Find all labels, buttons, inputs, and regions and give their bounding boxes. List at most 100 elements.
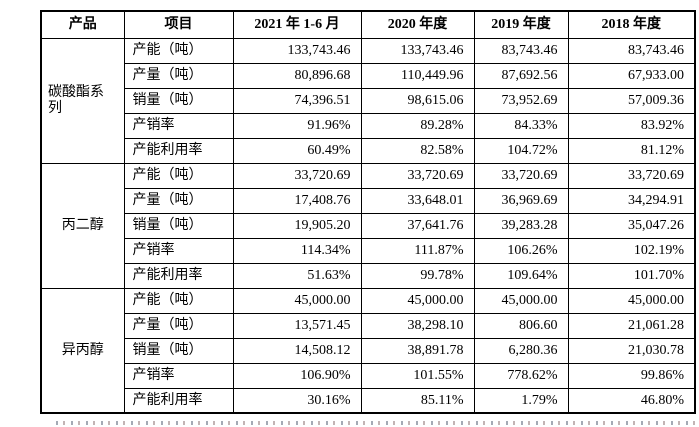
item-cell: 产销率 xyxy=(123,112,234,139)
item-cell: 产能利用率 xyxy=(123,387,234,414)
item-cell: 销量（吨） xyxy=(123,87,234,114)
value-cell: 73,952.69 xyxy=(473,87,569,114)
value-cell: 35,047.26 xyxy=(567,212,696,239)
value-cell: 83.92% xyxy=(567,112,696,139)
value-cell: 114.34% xyxy=(232,237,362,264)
item-cell: 产能利用率 xyxy=(123,262,234,289)
value-cell: 57,009.36 xyxy=(567,87,696,114)
value-cell: 99.86% xyxy=(567,362,696,389)
value-cell: 106.26% xyxy=(473,237,569,264)
table-row: 产量（吨） 13,571.45 38,298.10 806.60 21,061.28 xyxy=(41,312,696,339)
value-cell: 806.60 xyxy=(473,312,569,339)
header-row: 产品 项目 2021 年 1-6 月 2020 年度 2019 年度 2018 … xyxy=(40,10,696,39)
value-cell: 111.87% xyxy=(360,237,475,264)
header-product: 产品 xyxy=(40,10,125,39)
value-cell: 106.90% xyxy=(232,362,362,389)
value-cell: 91.96% xyxy=(232,112,362,139)
value-cell: 133,743.46 xyxy=(232,37,362,64)
value-cell: 33,720.69 xyxy=(232,162,362,189)
value-cell: 37,641.76 xyxy=(360,212,475,239)
value-cell: 21,061.28 xyxy=(567,312,696,339)
value-cell: 45,000.00 xyxy=(360,287,475,314)
value-cell: 33,720.69 xyxy=(567,162,696,189)
value-cell: 45,000.00 xyxy=(232,287,362,314)
value-cell: 83,743.46 xyxy=(567,37,696,64)
value-cell: 83,743.46 xyxy=(473,37,569,64)
value-cell: 82.58% xyxy=(360,137,475,164)
item-cell: 产量（吨） xyxy=(123,187,234,214)
value-cell: 14,508.12 xyxy=(232,337,362,364)
table-row: 销量（吨） 19,905.20 37,641.76 39,283.28 35,047.2… xyxy=(41,212,696,239)
value-cell: 33,720.69 xyxy=(473,162,569,189)
value-cell: 80,896.68 xyxy=(232,62,362,89)
header-2021h1: 2021 年 1-6 月 xyxy=(232,10,362,39)
value-cell: 38,891.78 xyxy=(360,337,475,364)
value-cell: 74,396.51 xyxy=(232,87,362,114)
value-cell: 133,743.46 xyxy=(360,37,475,64)
value-cell: 104.72% xyxy=(473,137,569,164)
product-cell: 碳酸酯系列 xyxy=(40,37,125,164)
header-item: 项目 xyxy=(123,10,234,39)
value-cell: 1.79% xyxy=(473,387,569,414)
value-cell: 34,294.91 xyxy=(567,187,696,214)
item-cell: 产能（吨） xyxy=(123,162,234,189)
table-body: 碳酸酯系列 产能（吨） 133,743.46 133,743.46 83,743.46 8… xyxy=(40,37,696,414)
value-cell: 45,000.00 xyxy=(567,287,696,314)
cutoff-text-strip xyxy=(56,421,696,425)
value-cell: 46.80% xyxy=(567,387,696,414)
value-cell: 30.16% xyxy=(232,387,362,414)
production-capacity-table: 产品 项目 2021 年 1-6 月 2020 年度 2019 年度 2018 … xyxy=(40,10,696,414)
item-cell: 销量（吨） xyxy=(123,212,234,239)
table-row: 产量（吨） 17,408.76 33,648.01 36,969.69 34,294.9… xyxy=(41,187,696,214)
value-cell: 39,283.28 xyxy=(473,212,569,239)
table-row: 碳酸酯系列 产能（吨） 133,743.46 133,743.46 83,743.46 8… xyxy=(40,37,696,164)
product-cell: 异丙醇 xyxy=(40,287,125,414)
value-cell: 21,030.78 xyxy=(567,337,696,364)
value-cell: 33,720.69 xyxy=(360,162,475,189)
value-cell: 67,933.00 xyxy=(567,62,696,89)
value-cell: 102.19% xyxy=(567,237,696,264)
table-row: 销量（吨） 14,508.12 38,891.78 6,280.36 21,030.78 xyxy=(41,337,696,364)
item-cell: 产量（吨） xyxy=(123,62,234,89)
item-cell: 产能（吨） xyxy=(123,37,234,64)
value-cell: 45,000.00 xyxy=(473,287,569,314)
value-cell: 36,969.69 xyxy=(473,187,569,214)
header-2019: 2019 年度 xyxy=(473,10,569,39)
table-row: 产能利用率 60.49% 82.58% 104.72% 81.12% xyxy=(41,137,696,164)
table-header: 产品 项目 2021 年 1-6 月 2020 年度 2019 年度 2018 … xyxy=(40,10,696,39)
value-cell: 6,280.36 xyxy=(473,337,569,364)
value-cell: 89.28% xyxy=(360,112,475,139)
header-2018: 2018 年度 xyxy=(567,10,696,39)
header-2020: 2020 年度 xyxy=(360,10,475,39)
value-cell: 98,615.06 xyxy=(360,87,475,114)
value-cell: 81.12% xyxy=(567,137,696,164)
value-cell: 101.70% xyxy=(567,262,696,289)
table-row: 异丙醇 产能（吨） 45,000.00 45,000.00 45,000.00 45,00… xyxy=(40,287,696,414)
value-cell: 85.11% xyxy=(360,387,475,414)
table-row: 产销率 91.96% 89.28% 84.33% 83.92% xyxy=(41,112,696,139)
item-cell: 产能利用率 xyxy=(123,137,234,164)
item-cell: 产量（吨） xyxy=(123,312,234,339)
table-row: 丙二醇 产能（吨） 33,720.69 33,720.69 33,720.69 33,72… xyxy=(40,162,696,289)
value-cell: 109.64% xyxy=(473,262,569,289)
value-cell: 99.78% xyxy=(360,262,475,289)
value-cell: 19,905.20 xyxy=(232,212,362,239)
value-cell: 60.49% xyxy=(232,137,362,164)
value-cell: 110,449.96 xyxy=(360,62,475,89)
table-row: 产销率 106.90% 101.55% 778.62% 99.86% xyxy=(41,362,696,389)
value-cell: 51.63% xyxy=(232,262,362,289)
table-row: 产能利用率 51.63% 99.78% 109.64% 101.70% xyxy=(41,262,696,289)
value-cell: 13,571.45 xyxy=(232,312,362,339)
value-cell: 778.62% xyxy=(473,362,569,389)
value-cell: 38,298.10 xyxy=(360,312,475,339)
table-row: 产量（吨） 80,896.68 110,449.96 87,692.56 67,933.… xyxy=(41,62,696,89)
item-cell: 产能（吨） xyxy=(123,287,234,314)
value-cell: 33,648.01 xyxy=(360,187,475,214)
table-row: 产销率 114.34% 111.87% 106.26% 102.19% xyxy=(41,237,696,264)
value-cell: 87,692.56 xyxy=(473,62,569,89)
product-cell: 丙二醇 xyxy=(40,162,125,289)
item-cell: 销量（吨） xyxy=(123,337,234,364)
value-cell: 101.55% xyxy=(360,362,475,389)
table-row: 产能利用率 30.16% 85.11% 1.79% 46.80% xyxy=(41,387,696,414)
